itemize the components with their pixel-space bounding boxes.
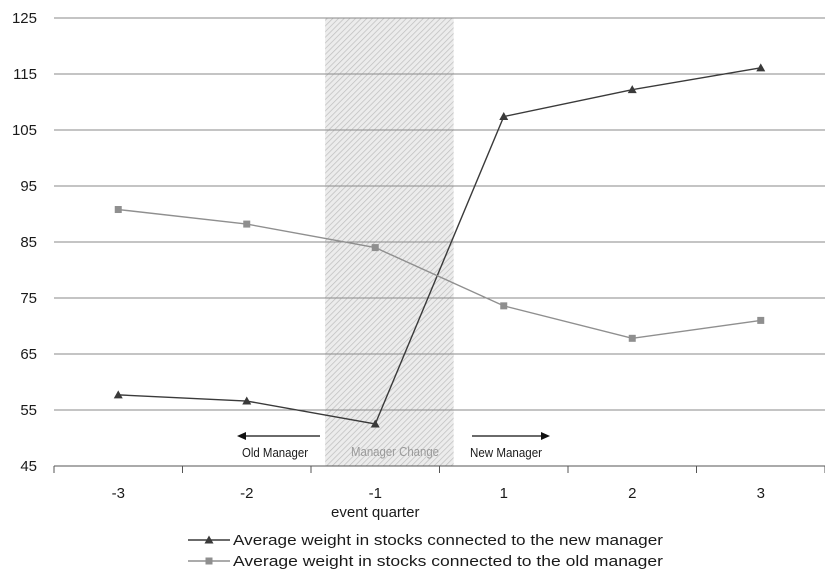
y-tick-label: 55 <box>20 402 37 419</box>
x-tick-label: 2 <box>628 485 636 502</box>
data-point-triangle <box>627 85 637 94</box>
data-point-square <box>628 334 636 342</box>
data-point-square <box>243 220 251 228</box>
data-point-triangle <box>370 419 380 428</box>
legend-label: Average weight in stocks connected to th… <box>233 553 663 570</box>
data-point-square <box>371 244 379 252</box>
y-tick-label: 115 <box>13 66 37 83</box>
y-tick-label: 75 <box>20 290 37 307</box>
data-point-square <box>757 316 765 324</box>
y-tick-label: 105 <box>12 122 37 139</box>
data-point-triangle <box>756 63 766 72</box>
data-point-triangle <box>499 112 509 121</box>
old-manager-label: Old Manager <box>242 445 309 460</box>
data-point-triangle <box>242 396 252 405</box>
series-line-new-manager <box>118 67 761 425</box>
series-line-old-manager <box>118 208 761 340</box>
y-tick-label: 95 <box>20 178 37 195</box>
x-tick-label: -2 <box>240 485 253 502</box>
new-manager-arrowhead <box>541 432 550 440</box>
legend-marker-triangle <box>204 535 214 544</box>
legend-label: Average weight in stocks connected to th… <box>233 532 663 549</box>
x-axis-label: event quarter <box>331 504 419 521</box>
x-tick-label: -1 <box>369 485 382 502</box>
x-tick-label: -3 <box>112 485 125 502</box>
manager-change-label: Manager Change <box>351 444 439 459</box>
data-point-triangle <box>113 390 123 399</box>
old-manager-arrowhead <box>237 432 246 440</box>
y-tick-label: 85 <box>20 234 37 251</box>
legend-marker-square <box>205 557 213 565</box>
x-tick-label: 3 <box>757 485 765 502</box>
y-tick-label: 125 <box>12 10 37 27</box>
x-tick-label: 1 <box>500 485 508 502</box>
y-tick-label: 45 <box>20 458 37 475</box>
y-tick-label: 65 <box>20 346 37 363</box>
new-manager-label: New Manager <box>470 445 543 460</box>
data-point-square <box>500 302 508 310</box>
data-point-square <box>114 206 122 214</box>
